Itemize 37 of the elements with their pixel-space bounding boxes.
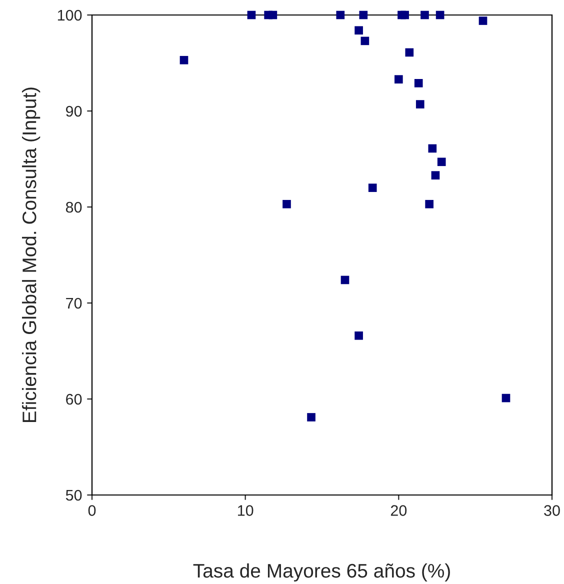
y-tick-label: 50 xyxy=(66,490,82,501)
point xyxy=(478,16,488,25)
point xyxy=(436,10,444,20)
point xyxy=(420,10,429,20)
point xyxy=(502,394,510,402)
point xyxy=(354,26,363,35)
point xyxy=(394,75,403,84)
y-tick-label: 100 xyxy=(58,10,82,21)
y-axis-title: Eficiencia Global Mod. Consulta (Input) xyxy=(22,88,40,422)
point xyxy=(247,10,256,20)
x-tick-label: 10 xyxy=(238,505,254,516)
point xyxy=(268,10,278,20)
point xyxy=(282,200,291,208)
point xyxy=(336,10,345,20)
point xyxy=(400,10,409,20)
x-tick-label: 30 xyxy=(544,505,560,516)
point xyxy=(340,276,350,284)
point xyxy=(359,10,368,20)
y-tick-label: 70 xyxy=(66,298,82,309)
point xyxy=(368,184,377,192)
point xyxy=(425,200,434,208)
y-tick-label: 60 xyxy=(66,394,82,405)
point xyxy=(437,158,446,166)
y-tick-label: 90 xyxy=(66,106,82,117)
point xyxy=(414,78,423,88)
y-tick-label: 80 xyxy=(66,202,82,213)
point xyxy=(431,171,440,180)
point xyxy=(180,56,188,64)
point xyxy=(354,331,363,340)
point xyxy=(307,413,316,422)
x-tick-label: 20 xyxy=(390,505,407,516)
point xyxy=(428,144,437,153)
x-axis-title: Tasa de Mayores 65 años (%) xyxy=(193,563,450,582)
x-tick-label: 0 xyxy=(88,505,96,516)
point xyxy=(360,36,370,46)
point xyxy=(405,48,414,57)
point xyxy=(416,100,424,108)
